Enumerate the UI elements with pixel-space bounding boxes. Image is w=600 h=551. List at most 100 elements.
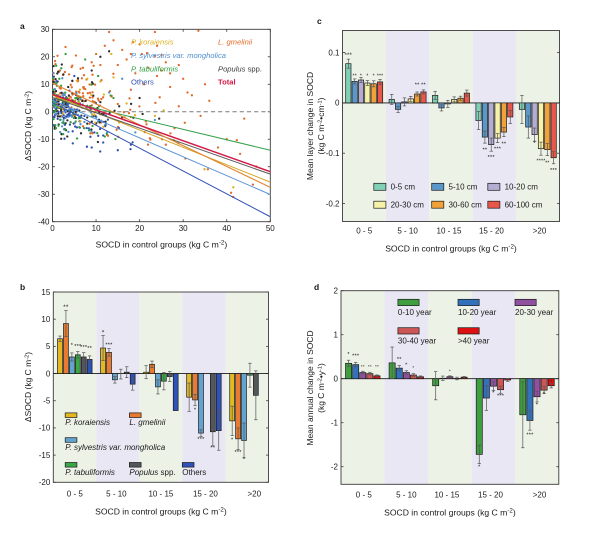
svg-text:*: * xyxy=(360,74,362,80)
svg-text:30-60 cm: 30-60 cm xyxy=(449,201,483,210)
svg-text:P. koraiensis: P. koraiensis xyxy=(131,38,174,47)
svg-text:P. koraiensis: P. koraiensis xyxy=(65,418,110,427)
svg-text:0 - 5: 0 - 5 xyxy=(356,491,373,500)
svg-text:5: 5 xyxy=(46,342,51,351)
svg-text:***: *** xyxy=(105,343,113,349)
svg-text:**: ** xyxy=(415,83,420,89)
svg-text:5 - 10: 5 - 10 xyxy=(106,490,127,499)
svg-text:**: ** xyxy=(502,142,507,148)
svg-text:***: *** xyxy=(377,74,383,80)
svg-text:Total: Total xyxy=(218,78,236,87)
svg-text:60-100 cm: 60-100 cm xyxy=(505,201,543,210)
svg-text:10: 10 xyxy=(41,80,50,89)
svg-text:10-20 cm: 10-20 cm xyxy=(505,183,539,192)
svg-text:10 - 15: 10 - 15 xyxy=(434,491,459,500)
svg-text:10 - 15: 10 - 15 xyxy=(148,490,173,499)
svg-text:0: 0 xyxy=(334,375,339,384)
svg-text:0: 0 xyxy=(45,108,50,117)
svg-text:10-20 year: 10-20 year xyxy=(458,308,497,317)
svg-text:0 - 5: 0 - 5 xyxy=(67,490,84,499)
svg-text:-40: -40 xyxy=(38,218,50,227)
svg-text:***: *** xyxy=(488,155,496,161)
svg-text:***: *** xyxy=(197,437,205,443)
svg-text:5 - 10: 5 - 10 xyxy=(396,491,417,500)
svg-text:50: 50 xyxy=(266,224,275,233)
svg-text:*: * xyxy=(366,74,368,80)
svg-text:15: 15 xyxy=(41,288,50,297)
svg-text:>20: >20 xyxy=(533,227,547,236)
svg-text:-10: -10 xyxy=(39,424,51,433)
svg-text:**: ** xyxy=(483,148,488,154)
svg-text:20-30 year: 20-30 year xyxy=(515,308,554,317)
svg-text:ΔSOCD (kg C m-2): ΔSOCD (kg C m-2) xyxy=(23,352,33,422)
svg-text:c: c xyxy=(317,16,322,26)
svg-text:10 - 15: 10 - 15 xyxy=(437,227,462,236)
svg-text:20: 20 xyxy=(135,224,144,233)
svg-text:0: 0 xyxy=(335,99,340,108)
svg-text:Mean annual change in SOCD: Mean annual change in SOCD xyxy=(305,330,315,445)
svg-text:30-40 year: 30-40 year xyxy=(398,336,437,345)
svg-text:-1: -1 xyxy=(331,419,339,428)
svg-text:15 - 20: 15 - 20 xyxy=(478,491,503,500)
svg-text:b: b xyxy=(20,282,25,292)
svg-text:Populus spp.: Populus spp. xyxy=(218,65,262,74)
svg-text:**: ** xyxy=(421,83,426,89)
svg-text:ΔSOCD (kg C m-2): ΔSOCD (kg C m-2) xyxy=(23,91,33,161)
svg-text:0: 0 xyxy=(46,369,51,378)
svg-text:P. sylvestris var. mongholica: P. sylvestris var. mongholica xyxy=(65,443,166,452)
svg-text:***: *** xyxy=(550,168,558,174)
svg-text:20-30 cm: 20-30 cm xyxy=(391,201,425,210)
svg-text:L. gmelinii: L. gmelinii xyxy=(218,38,252,47)
svg-text:0.1: 0.1 xyxy=(328,48,340,57)
svg-text:>40 year: >40 year xyxy=(458,336,490,345)
svg-text:SOCD in control groups (kg C m: SOCD in control groups (kg C m-2) xyxy=(95,507,227,517)
svg-text:a: a xyxy=(20,21,25,31)
svg-text:-20: -20 xyxy=(39,478,51,487)
svg-text:P. tabuliformis: P. tabuliformis xyxy=(131,65,178,74)
svg-text:10: 10 xyxy=(92,224,101,233)
svg-text:P. tabuliformis: P. tabuliformis xyxy=(65,468,115,477)
svg-text:0 - 5: 0 - 5 xyxy=(356,227,373,236)
svg-text:SOCD in control groups (kg C m: SOCD in control groups (kg C m-2) xyxy=(384,508,516,518)
svg-text:L. gmelinii: L. gmelinii xyxy=(129,418,165,427)
svg-text:1: 1 xyxy=(334,331,339,340)
svg-text:0-10 year: 0-10 year xyxy=(398,308,432,317)
svg-text:(kg C m-2•cm-1): (kg C m-2•cm-1) xyxy=(316,97,326,154)
svg-text:**: ** xyxy=(368,364,372,369)
svg-text:30: 30 xyxy=(41,25,50,34)
svg-text:15 - 20: 15 - 20 xyxy=(193,490,218,499)
svg-text:>20: >20 xyxy=(248,490,262,499)
svg-text:**: ** xyxy=(397,357,402,363)
svg-text:Others: Others xyxy=(182,468,206,477)
svg-text:**: ** xyxy=(63,304,69,311)
svg-text:-0.2: -0.2 xyxy=(326,199,340,208)
svg-text:***: *** xyxy=(235,450,243,456)
svg-text:-10: -10 xyxy=(38,135,50,144)
svg-text:0-5 cm: 0-5 cm xyxy=(391,183,416,192)
svg-text:20: 20 xyxy=(41,53,50,62)
svg-text:***: *** xyxy=(497,394,505,400)
svg-text:*: * xyxy=(373,74,375,80)
svg-text:Others: Others xyxy=(131,78,154,87)
svg-text:-30: -30 xyxy=(38,190,50,199)
svg-text:-5: -5 xyxy=(43,397,51,406)
svg-text:**: ** xyxy=(545,161,549,167)
svg-text:>20: >20 xyxy=(533,491,547,500)
svg-text:P. sylvestris var. mongholica: P. sylvestris var. mongholica xyxy=(131,51,226,60)
svg-text:**: ** xyxy=(210,446,215,452)
svg-text:-0.1: -0.1 xyxy=(326,149,340,158)
svg-text:***: *** xyxy=(344,53,352,59)
svg-text:Mean layer change in SOCD: Mean layer change in SOCD xyxy=(305,72,315,180)
svg-text:-2: -2 xyxy=(331,463,339,472)
svg-text:d: d xyxy=(314,282,319,292)
svg-text:-15: -15 xyxy=(39,451,51,460)
svg-text:30: 30 xyxy=(179,224,188,233)
svg-text:SOCD in control groups (kg C m: SOCD in control groups (kg C m-2) xyxy=(385,244,517,254)
svg-text:**: ** xyxy=(87,346,92,352)
svg-text:-20: -20 xyxy=(38,163,50,172)
svg-text:*: * xyxy=(550,379,552,384)
svg-text:**: ** xyxy=(353,74,357,80)
svg-text:2: 2 xyxy=(334,287,339,296)
svg-text:***: *** xyxy=(352,354,360,360)
svg-text:5-10 cm: 5-10 cm xyxy=(449,183,478,192)
